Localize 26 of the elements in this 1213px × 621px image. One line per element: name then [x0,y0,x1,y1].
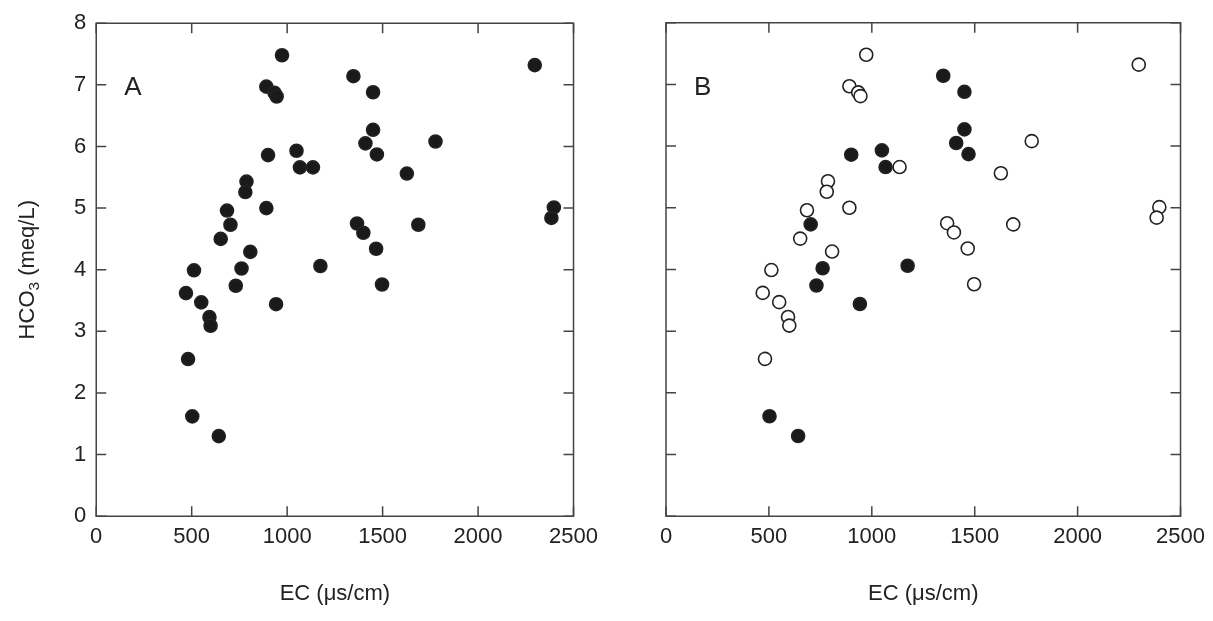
x-tick-label: 2500 [1156,523,1206,549]
y-tick-label: 1 [73,440,87,466]
y-tick-label: 3 [73,317,87,343]
x-tick-label: 2500 [549,523,599,549]
x-tick-label: 2000 [1053,523,1103,549]
x-tick-label: 1000 [262,523,312,549]
x-tick-label: 1000 [847,523,897,549]
y-tick-label: 6 [73,132,87,158]
y-tick-label: 5 [73,194,87,220]
x-tick-label: 1500 [358,523,408,549]
y-axis-title: HCO3 (meq/L) [14,200,42,340]
annotation: A [124,71,143,102]
y-tick-label: 0 [73,502,87,528]
y-tick-label: 8 [73,9,87,35]
y-tick-label: 4 [73,255,87,281]
x-axis-title: EC (μs/cm) [279,579,391,605]
x-tick-label: 1500 [950,523,1000,549]
annotation: B [694,70,712,101]
x-axis-title: EC (μs/cm) [868,579,979,605]
x-tick-label: 0 [90,523,103,549]
x-tick-label: 2000 [453,523,503,549]
x-tick-label: 0 [659,523,673,549]
x-tick-label: 500 [750,523,788,549]
y-tick-label: 7 [73,70,87,96]
x-tick-label: 500 [173,523,211,549]
y-tick-label: 2 [73,379,87,405]
